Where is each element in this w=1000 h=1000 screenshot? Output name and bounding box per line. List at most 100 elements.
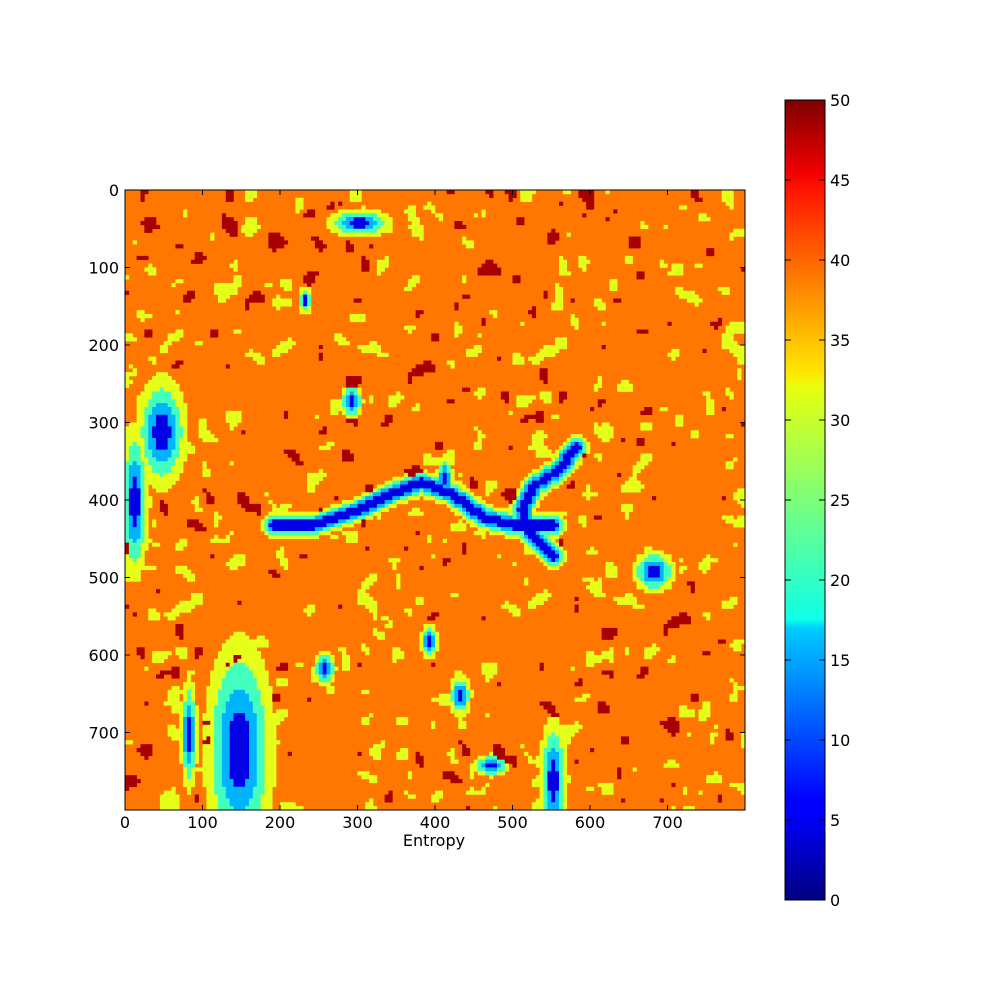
heatmap-cell xyxy=(218,286,223,292)
heatmap-cell xyxy=(252,228,258,233)
heatmap-cell xyxy=(291,519,296,524)
heatmap-cell xyxy=(264,283,269,288)
heatmap-cell xyxy=(361,593,366,598)
heatmap-cell xyxy=(175,647,180,652)
heatmap-cell xyxy=(733,693,738,698)
heatmap-cell xyxy=(225,197,230,202)
heatmap-cell xyxy=(659,407,664,412)
heatmap-cell xyxy=(365,213,370,218)
heatmap-cell xyxy=(652,569,657,574)
heatmap-cell xyxy=(547,523,552,528)
heatmap-cell xyxy=(249,670,254,675)
heatmap-cell xyxy=(531,190,537,195)
heatmap-cell xyxy=(225,709,230,714)
heatmap-cell xyxy=(427,643,432,648)
heatmap-cell xyxy=(516,503,521,509)
heatmap-cell xyxy=(380,263,385,268)
heatmap-cell xyxy=(493,755,498,760)
heatmap-cell xyxy=(330,655,335,660)
heatmap-cell xyxy=(396,488,401,493)
heatmap-cell xyxy=(435,472,440,478)
heatmap-cell xyxy=(562,476,568,481)
heatmap-cell xyxy=(481,759,486,764)
heatmap-cell xyxy=(198,523,203,528)
heatmap-cell xyxy=(276,352,281,357)
heatmap-cell xyxy=(167,337,172,342)
heatmap-cell xyxy=(450,469,455,474)
heatmap-cell xyxy=(667,573,672,578)
heatmap-cell xyxy=(671,348,676,354)
heatmap-cell xyxy=(280,240,285,245)
heatmap-cell xyxy=(349,244,354,249)
heatmap-cell xyxy=(609,279,614,284)
heatmap-cell xyxy=(179,740,184,745)
heatmap-cell xyxy=(218,717,223,722)
heatmap-cell xyxy=(353,376,358,381)
heatmap-cell xyxy=(659,550,664,555)
heatmap-cell xyxy=(605,627,610,633)
heatmap-cell xyxy=(140,488,145,493)
heatmap-cell xyxy=(481,771,486,776)
heatmap-cell xyxy=(458,678,463,683)
heatmap-cell xyxy=(183,209,188,214)
heatmap-cell xyxy=(303,275,308,280)
heatmap-cell xyxy=(427,492,432,497)
heatmap-cell xyxy=(547,488,552,493)
heatmap-cell xyxy=(221,221,227,226)
heatmap-cell xyxy=(311,531,316,536)
heatmap-cell xyxy=(404,720,409,726)
heatmap-cell xyxy=(369,713,374,718)
heatmap-cell xyxy=(706,705,711,710)
heatmap-cell xyxy=(508,496,513,501)
heatmap-cell xyxy=(423,484,428,489)
heatmap-cell xyxy=(167,693,172,698)
heatmap-cell xyxy=(679,205,684,210)
heatmap-cell xyxy=(566,779,571,784)
heatmap-cell xyxy=(524,527,529,532)
heatmap-cell xyxy=(237,713,242,718)
heatmap-cell xyxy=(411,213,416,218)
heatmap-cell xyxy=(214,678,219,683)
heatmap-cell xyxy=(531,782,537,788)
heatmap-cell xyxy=(183,744,188,749)
heatmap-cell xyxy=(345,217,351,222)
heatmap-cell xyxy=(229,662,234,667)
heatmap-cell xyxy=(136,488,141,493)
heatmap-cell xyxy=(326,511,331,516)
heatmap-cell xyxy=(369,503,374,509)
heatmap-cell xyxy=(342,213,347,218)
heatmap-cell xyxy=(152,476,157,481)
heatmap-cell xyxy=(570,441,575,447)
heatmap-cell xyxy=(268,717,273,722)
heatmap-cell xyxy=(640,604,645,609)
heatmap-cell xyxy=(264,775,269,780)
heatmap-cell xyxy=(543,469,548,474)
heatmap-cell xyxy=(458,480,463,485)
heatmap-cell xyxy=(454,480,459,485)
heatmap-cell xyxy=(249,224,254,230)
heatmap-cell xyxy=(276,527,281,532)
heatmap-cell xyxy=(609,434,614,439)
heatmap-cell xyxy=(679,558,684,563)
heatmap-cell xyxy=(272,744,277,749)
heatmap-cell xyxy=(249,736,254,741)
heatmap-cell xyxy=(264,740,269,745)
heatmap-cell xyxy=(365,775,370,780)
heatmap-cell xyxy=(524,511,529,516)
heatmap-cell xyxy=(214,740,219,745)
heatmap-cell xyxy=(566,441,571,447)
heatmap-cell xyxy=(407,484,413,489)
heatmap-cell xyxy=(373,744,378,749)
heatmap-cell xyxy=(547,465,552,470)
heatmap-cell xyxy=(500,748,506,753)
heatmap-cell xyxy=(446,399,451,404)
heatmap-cell xyxy=(431,655,436,660)
heatmap-cell xyxy=(365,500,370,505)
heatmap-cell xyxy=(175,418,180,423)
heatmap-cell xyxy=(136,558,141,563)
heatmap-cell xyxy=(357,519,362,524)
heatmap-cell xyxy=(229,639,234,644)
heatmap-cell xyxy=(524,503,529,509)
heatmap-cell xyxy=(741,325,745,330)
heatmap-cell xyxy=(125,786,130,791)
